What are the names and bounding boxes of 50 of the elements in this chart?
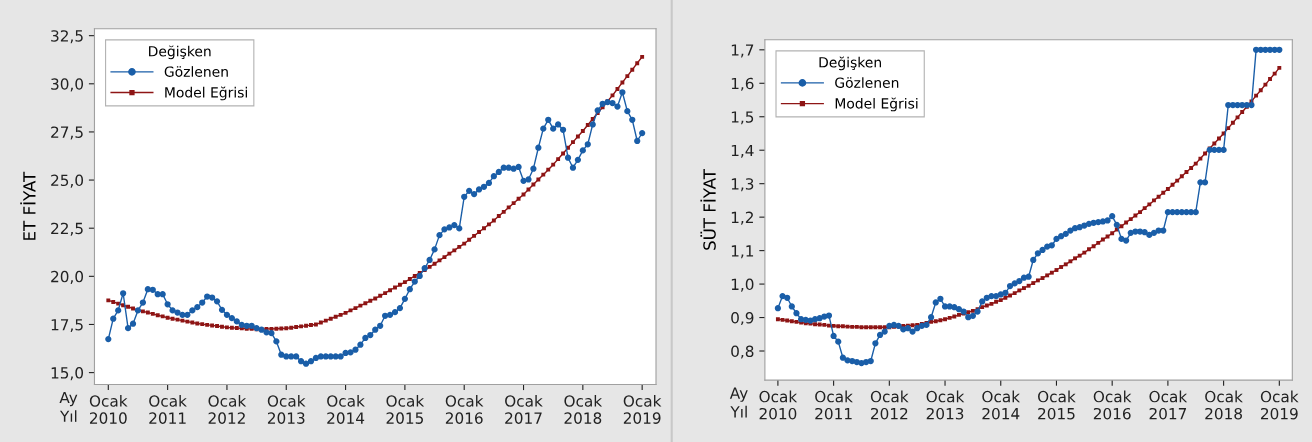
x-tick-label: Ocak 2016 xyxy=(445,394,484,424)
y-axis-title: ET FİYAT xyxy=(20,171,36,240)
text: Yıl xyxy=(730,405,747,418)
x-tick-label: Ocak 2012 xyxy=(870,390,909,420)
legend-title: Değişken xyxy=(819,56,881,71)
y-tick-label: 30,0 xyxy=(51,78,84,92)
x-tick-label: Ocak 2019 xyxy=(623,394,662,424)
y-tick-label: 1,0 xyxy=(731,278,754,292)
text: Yıl xyxy=(59,410,77,422)
y-tick-label: 1,7 xyxy=(731,44,754,58)
x-tick-label: Ocak 2017 xyxy=(505,394,543,424)
y-tick-label: 1,6 xyxy=(731,77,754,91)
y-tick-label: 25,0 xyxy=(51,174,84,188)
legend-label: Gözlenen xyxy=(164,66,228,77)
x-tick-label: Ocak 2017 xyxy=(1149,390,1188,420)
text: Ay xyxy=(59,391,78,407)
x-tick-label: Ocak 2019 xyxy=(1260,390,1299,420)
legend-title: Değişken xyxy=(149,45,211,60)
y-tick-label: 1,5 xyxy=(731,111,754,125)
x-tick-label: Ocak 2014 xyxy=(327,394,365,424)
y-tick-label: 22,5 xyxy=(51,222,83,236)
y-tick-label: 15,0 xyxy=(51,367,84,381)
x-tick-label: Ocak 2018 xyxy=(564,394,603,424)
legend-label: Gözlenen xyxy=(835,77,899,88)
y-axis-title: SÜT FİYAT xyxy=(700,168,716,250)
x-tick-label: Ocak 2013 xyxy=(926,390,965,420)
x-tick-label: Ocak 2012 xyxy=(208,394,247,424)
x-tick-label: Ocak 2011 xyxy=(149,394,187,424)
y-tick-label: 1,4 xyxy=(731,144,754,158)
y-tick-label: 1,2 xyxy=(731,211,753,225)
legend-label: Model Eğrisi xyxy=(165,86,247,101)
x-tick-label: Ocak 2011 xyxy=(815,390,853,420)
y-tick-label: 32,5 xyxy=(51,30,83,44)
y-tick-label: 27,5 xyxy=(51,126,83,140)
x-tick-label: Ocak 2018 xyxy=(1205,390,1243,420)
y-tick-label: 0,8 xyxy=(731,345,754,359)
x-tick-label: Ocak 2016 xyxy=(1093,390,1132,420)
y-tick-label: 1,3 xyxy=(731,178,754,192)
y-tick-label: 0,9 xyxy=(731,312,754,326)
x-tick-label: Ocak 2010 xyxy=(759,390,798,420)
y-tick-label: 20,0 xyxy=(51,270,84,284)
x-tick-label: Ocak 2015 xyxy=(386,394,425,424)
x-tick-label: Ocak 2015 xyxy=(1038,390,1076,420)
legend-label: Model Eğrisi xyxy=(835,97,918,112)
x-tick-label: Ocak 2014 xyxy=(982,390,1021,420)
x-tick-label: Ocak 2013 xyxy=(267,394,306,424)
x-tick-label: Ocak 2010 xyxy=(89,394,128,424)
y-tick-label: 1,1 xyxy=(731,245,754,259)
y-tick-label: 17,5 xyxy=(51,319,83,333)
text: Ay xyxy=(729,387,748,402)
